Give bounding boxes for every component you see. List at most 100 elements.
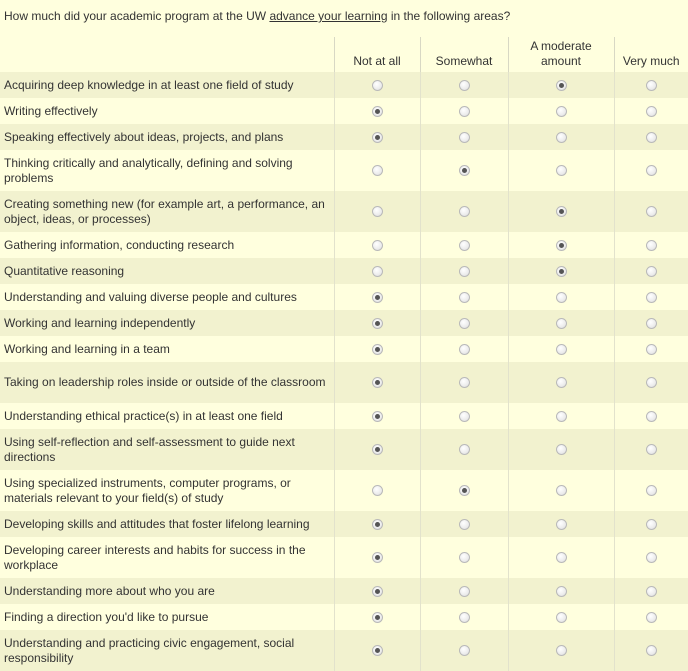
radio-button[interactable] xyxy=(371,79,383,91)
radio-button[interactable] xyxy=(371,485,383,497)
radio-button[interactable] xyxy=(555,165,567,177)
radio-button[interactable] xyxy=(555,79,567,91)
radio-button[interactable] xyxy=(458,343,470,355)
radio-button[interactable] xyxy=(458,518,470,530)
radio-button[interactable] xyxy=(458,552,470,564)
radio-button[interactable] xyxy=(555,485,567,497)
radio-button[interactable] xyxy=(645,131,657,143)
radio-cell xyxy=(613,72,688,98)
radio-button[interactable] xyxy=(458,165,470,177)
radio-button[interactable] xyxy=(645,239,657,251)
radio-button[interactable] xyxy=(458,611,470,623)
radio-button[interactable] xyxy=(555,291,567,303)
radio-button[interactable] xyxy=(371,585,383,597)
radio-button[interactable] xyxy=(458,131,470,143)
radio-button[interactable] xyxy=(371,518,383,530)
radio-button[interactable] xyxy=(371,291,383,303)
radio-button[interactable] xyxy=(645,291,657,303)
radio-cell xyxy=(613,537,688,578)
radio-cell xyxy=(613,470,688,511)
radio-button[interactable] xyxy=(555,645,567,657)
radio-button[interactable] xyxy=(555,585,567,597)
radio-cell xyxy=(419,604,508,630)
radio-button[interactable] xyxy=(371,552,383,564)
radio-button[interactable] xyxy=(645,444,657,456)
matrix-row: Acquiring deep knowledge in at least one… xyxy=(0,72,688,98)
radio-button[interactable] xyxy=(371,444,383,456)
radio-button[interactable] xyxy=(645,645,657,657)
radio-button[interactable] xyxy=(458,291,470,303)
radio-cell xyxy=(507,511,614,537)
row-label: Thinking critically and analytically, de… xyxy=(0,150,334,191)
matrix-row: Thinking critically and analytically, de… xyxy=(0,150,688,191)
radio-button[interactable] xyxy=(371,611,383,623)
radio-button[interactable] xyxy=(458,206,470,218)
radio-button[interactable] xyxy=(458,410,470,422)
radio-button[interactable] xyxy=(645,265,657,277)
radio-button[interactable] xyxy=(645,165,657,177)
radio-button[interactable] xyxy=(371,645,383,657)
radio-button[interactable] xyxy=(458,79,470,91)
radio-button[interactable] xyxy=(371,317,383,329)
radio-button[interactable] xyxy=(371,239,383,251)
radio-button[interactable] xyxy=(645,105,657,117)
radio-button[interactable] xyxy=(555,206,567,218)
row-label: Using specialized instruments, computer … xyxy=(0,470,334,511)
radio-button[interactable] xyxy=(371,131,383,143)
radio-button[interactable] xyxy=(458,645,470,657)
radio-cell xyxy=(507,470,614,511)
radio-button[interactable] xyxy=(458,585,470,597)
radio-button[interactable] xyxy=(645,343,657,355)
radio-cell xyxy=(613,336,688,362)
radio-cell xyxy=(333,403,420,429)
row-label: Using self-reflection and self-assessmen… xyxy=(0,429,334,470)
radio-button[interactable] xyxy=(645,585,657,597)
radio-button[interactable] xyxy=(458,485,470,497)
radio-button[interactable] xyxy=(458,265,470,277)
radio-button[interactable] xyxy=(645,611,657,623)
radio-button[interactable] xyxy=(555,239,567,251)
radio-button[interactable] xyxy=(645,552,657,564)
radio-button[interactable] xyxy=(645,518,657,530)
radio-button[interactable] xyxy=(555,131,567,143)
radio-button[interactable] xyxy=(555,105,567,117)
radio-button[interactable] xyxy=(645,485,657,497)
radio-button[interactable] xyxy=(371,377,383,389)
radio-button[interactable] xyxy=(458,105,470,117)
radio-cell xyxy=(419,403,508,429)
radio-button[interactable] xyxy=(645,206,657,218)
radio-button[interactable] xyxy=(555,343,567,355)
matrix-row: Taking on leadership roles inside or out… xyxy=(0,362,688,403)
radio-button[interactable] xyxy=(555,265,567,277)
radio-button[interactable] xyxy=(371,265,383,277)
radio-button[interactable] xyxy=(555,518,567,530)
radio-button[interactable] xyxy=(645,377,657,389)
matrix-row: Understanding more about who you are xyxy=(0,578,688,604)
radio-button[interactable] xyxy=(458,239,470,251)
radio-button[interactable] xyxy=(645,410,657,422)
radio-button[interactable] xyxy=(371,343,383,355)
radio-button[interactable] xyxy=(555,377,567,389)
radio-cell xyxy=(333,150,420,191)
question-link[interactable]: advance your learning xyxy=(269,9,388,23)
radio-button[interactable] xyxy=(555,410,567,422)
radio-button[interactable] xyxy=(371,206,383,218)
radio-button[interactable] xyxy=(371,165,383,177)
radio-button[interactable] xyxy=(645,79,657,91)
radio-cell xyxy=(419,72,508,98)
matrix-row: Developing career interests and habits f… xyxy=(0,537,688,578)
radio-button[interactable] xyxy=(458,444,470,456)
radio-cell xyxy=(419,232,508,258)
radio-button[interactable] xyxy=(555,317,567,329)
radio-button[interactable] xyxy=(458,317,470,329)
matrix-row: Developing skills and attitudes that fos… xyxy=(0,511,688,537)
radio-button[interactable] xyxy=(645,317,657,329)
row-label: Developing skills and attitudes that fos… xyxy=(0,511,334,537)
radio-button[interactable] xyxy=(555,552,567,564)
radio-button[interactable] xyxy=(458,377,470,389)
radio-button[interactable] xyxy=(371,410,383,422)
radio-button[interactable] xyxy=(555,444,567,456)
row-label: Working and learning in a team xyxy=(0,336,334,362)
radio-button[interactable] xyxy=(371,105,383,117)
radio-button[interactable] xyxy=(555,611,567,623)
